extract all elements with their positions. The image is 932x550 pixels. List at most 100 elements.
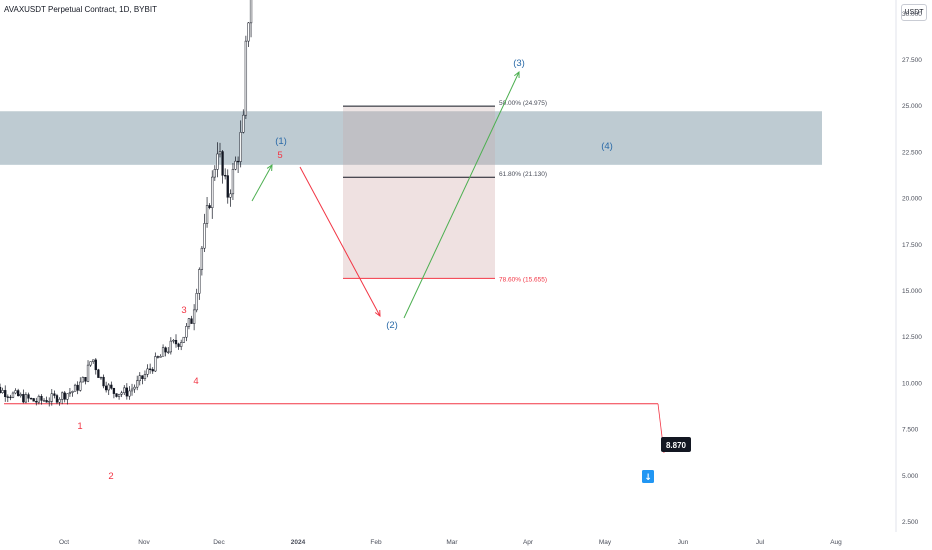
candle-body xyxy=(55,395,59,403)
candle-body xyxy=(68,392,72,395)
candle-body xyxy=(37,396,41,403)
candle-body xyxy=(148,368,152,370)
y-tick-label: 20.000 xyxy=(902,196,922,203)
green-arrow-short xyxy=(251,164,273,202)
candle-body xyxy=(66,393,69,400)
candle-body xyxy=(205,205,209,224)
candle-body xyxy=(17,390,20,397)
candle-body xyxy=(63,392,66,400)
candle-body xyxy=(169,340,172,353)
candle-body xyxy=(187,318,191,327)
fib-retracement-band-lower xyxy=(343,177,495,279)
support-zone xyxy=(0,111,822,165)
candle-body xyxy=(120,392,123,395)
candle-body xyxy=(172,339,175,342)
down-arrow-icon xyxy=(642,470,654,483)
candle-body xyxy=(71,391,74,393)
candle-body xyxy=(136,380,139,388)
candle-body xyxy=(221,151,224,176)
candle-body xyxy=(45,400,48,403)
candle-body xyxy=(229,193,232,198)
red-arrow-down xyxy=(299,166,381,317)
y-tick-label: 27.500 xyxy=(902,57,922,64)
x-tick-label: May xyxy=(599,539,612,546)
y-tick-label: 17.500 xyxy=(902,242,922,249)
major-wave-label: (4) xyxy=(601,141,613,152)
candle-body xyxy=(174,339,178,345)
candle-body xyxy=(9,396,12,399)
candle-body xyxy=(117,393,121,397)
candle-body xyxy=(216,153,219,170)
candle-body xyxy=(107,384,110,391)
y-tick-label: 12.500 xyxy=(902,334,922,341)
candle-body xyxy=(180,342,183,347)
x-tick-label: 2024 xyxy=(291,539,306,546)
candle-body xyxy=(242,114,245,133)
candle-body xyxy=(73,384,77,392)
y-tick-label: 15.000 xyxy=(902,288,922,295)
candle-body xyxy=(159,356,162,358)
candle-body xyxy=(192,309,196,324)
candle-body xyxy=(239,132,242,162)
callout-value: 8.870 xyxy=(666,441,687,450)
candle-body xyxy=(195,293,198,311)
candle-body xyxy=(40,396,43,401)
candle-body xyxy=(11,392,15,398)
x-tick-label: Apr xyxy=(523,539,534,546)
candle-body xyxy=(143,374,147,379)
candle-body xyxy=(185,326,188,338)
x-tick-label: Jun xyxy=(678,539,689,546)
wave-label: 5 xyxy=(277,150,282,161)
candle-body xyxy=(182,336,185,343)
candle-body xyxy=(138,375,141,382)
candle-body xyxy=(190,318,193,324)
candle-body xyxy=(35,401,38,403)
y-tick-label: 30.000 xyxy=(902,11,922,18)
candle-body xyxy=(128,390,131,397)
callout-box xyxy=(661,437,691,452)
major-wave-label: (3) xyxy=(513,58,525,69)
fib-retracement-label: 50.00% (24.975) xyxy=(499,100,547,107)
candle-body xyxy=(61,392,64,400)
y-tick-label: 2.500 xyxy=(902,519,919,526)
candle-body xyxy=(4,390,7,397)
candle-body xyxy=(167,351,170,353)
x-tick-label: Dec xyxy=(213,539,225,546)
x-tick-label: Feb xyxy=(370,539,382,546)
candle-body xyxy=(247,22,250,42)
candle-body xyxy=(48,401,51,403)
candle-body xyxy=(24,394,28,403)
candle-body xyxy=(123,387,126,394)
candle-body xyxy=(133,386,136,390)
y-tick-label: 10.000 xyxy=(902,380,922,387)
candle-body xyxy=(203,223,206,249)
candle-body xyxy=(89,361,92,366)
y-tick-label: 22.500 xyxy=(902,149,922,156)
candle-body xyxy=(97,369,100,378)
candle-body xyxy=(58,399,61,403)
currency-button[interactable]: USDT xyxy=(901,4,927,21)
wave-label: 3 xyxy=(181,305,186,316)
wave-label: 4 xyxy=(193,376,198,387)
candle-body xyxy=(200,247,204,270)
candle-body xyxy=(156,356,160,358)
wave-label: 2 xyxy=(108,471,113,482)
candle-body xyxy=(141,375,144,379)
candle-body xyxy=(53,393,56,396)
candle-body xyxy=(92,359,95,362)
candle-body xyxy=(177,343,180,347)
green-arrow-up-head xyxy=(514,70,520,79)
candle-body xyxy=(213,169,216,178)
x-tick-label: Nov xyxy=(138,539,150,546)
x-tick-label: Mar xyxy=(446,539,458,546)
candle-body xyxy=(226,175,229,198)
candle-body xyxy=(79,381,82,391)
green-arrow-short-head xyxy=(266,163,273,172)
candle-body xyxy=(19,393,22,397)
candle-body xyxy=(27,394,30,399)
candle-body xyxy=(164,347,167,353)
candle-body xyxy=(249,0,253,24)
candle-body xyxy=(218,151,222,155)
candle-body xyxy=(86,364,90,382)
